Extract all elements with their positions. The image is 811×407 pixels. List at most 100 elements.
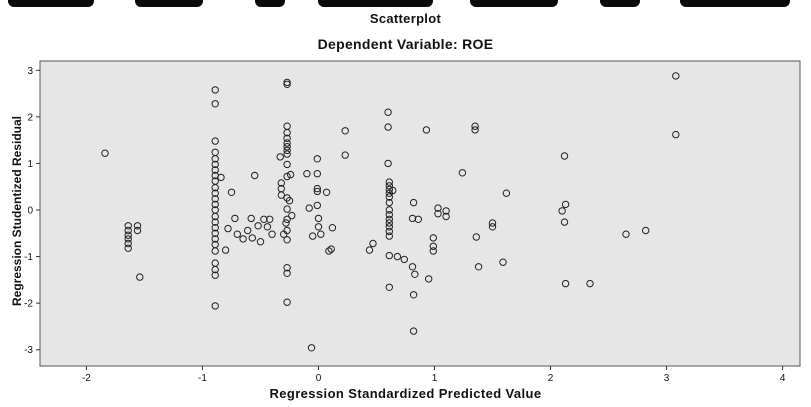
data-point bbox=[314, 223, 323, 231]
data-point bbox=[385, 193, 393, 201]
data-point bbox=[393, 252, 402, 261]
data-point bbox=[622, 230, 630, 238]
data-point bbox=[305, 204, 313, 212]
data-point bbox=[136, 273, 144, 281]
data-point bbox=[488, 219, 497, 227]
data-point bbox=[341, 151, 349, 159]
data-point bbox=[408, 214, 417, 223]
data-point bbox=[283, 172, 291, 181]
data-point bbox=[286, 170, 295, 179]
data-point bbox=[211, 212, 219, 221]
data-point bbox=[211, 302, 219, 310]
data-point bbox=[211, 229, 219, 238]
data-point bbox=[248, 234, 257, 242]
data-point bbox=[283, 194, 291, 202]
data-point bbox=[211, 200, 219, 209]
data-point bbox=[211, 224, 219, 232]
data-point bbox=[283, 298, 291, 306]
y-tick-label: 2 bbox=[27, 112, 33, 123]
data-point bbox=[211, 160, 219, 169]
data-point bbox=[327, 245, 335, 253]
data-point bbox=[283, 134, 291, 143]
y-tick-label: 3 bbox=[27, 66, 33, 77]
data-point bbox=[561, 279, 570, 288]
data-point bbox=[277, 179, 285, 187]
data-point bbox=[322, 188, 331, 197]
data-point bbox=[211, 100, 219, 108]
data-point bbox=[211, 184, 219, 192]
data-point bbox=[561, 200, 570, 209]
x-tick-label: 1 bbox=[432, 373, 438, 384]
data-point bbox=[254, 222, 262, 230]
data-point bbox=[408, 263, 417, 271]
data-point bbox=[411, 270, 419, 278]
data-point bbox=[400, 255, 408, 264]
data-point bbox=[325, 247, 333, 255]
data-point bbox=[283, 205, 291, 213]
data-point bbox=[283, 150, 291, 158]
data-point bbox=[227, 188, 236, 197]
data-point bbox=[266, 215, 274, 224]
data-point bbox=[385, 185, 393, 194]
data-point bbox=[429, 242, 437, 251]
data-point bbox=[313, 170, 321, 178]
data-point bbox=[251, 171, 259, 180]
data-point bbox=[642, 226, 650, 235]
data-point bbox=[385, 283, 393, 291]
x-tick-label: 2 bbox=[548, 373, 554, 384]
data-point bbox=[314, 214, 323, 223]
x-tick-label: 0 bbox=[316, 373, 322, 384]
data-point bbox=[309, 232, 317, 240]
x-tick-label: -2 bbox=[82, 373, 91, 384]
data-point bbox=[488, 223, 497, 231]
data-point bbox=[283, 129, 291, 137]
data-point bbox=[442, 207, 450, 215]
data-point bbox=[288, 211, 296, 220]
data-point bbox=[434, 204, 442, 212]
data-point bbox=[211, 218, 219, 226]
data-point bbox=[211, 247, 219, 255]
y-tick-label: -2 bbox=[24, 299, 33, 310]
chart-subtitle: Dependent Variable: ROE bbox=[317, 36, 494, 52]
data-point bbox=[282, 219, 290, 227]
data-point bbox=[124, 244, 132, 252]
data-point bbox=[268, 230, 276, 238]
data-point bbox=[283, 264, 291, 272]
data-point bbox=[385, 232, 393, 240]
data-points bbox=[101, 72, 680, 352]
data-point bbox=[260, 215, 268, 224]
data-point bbox=[239, 235, 247, 243]
data-point bbox=[414, 215, 422, 224]
data-point bbox=[211, 265, 219, 274]
data-point bbox=[133, 226, 142, 235]
data-point bbox=[586, 279, 594, 288]
data-point bbox=[277, 191, 285, 199]
top-banner-fragment bbox=[0, 0, 811, 7]
data-point bbox=[384, 108, 392, 116]
data-point bbox=[341, 127, 349, 135]
data-point bbox=[221, 246, 230, 254]
y-tick-label: 0 bbox=[27, 206, 33, 217]
data-point bbox=[672, 72, 680, 80]
data-point bbox=[425, 275, 433, 283]
data-point bbox=[434, 210, 442, 218]
chart-title: Scatterplot bbox=[369, 11, 442, 26]
data-point bbox=[283, 215, 291, 224]
data-point bbox=[313, 187, 321, 196]
data-point bbox=[276, 153, 284, 161]
data-point bbox=[133, 222, 142, 230]
data-point bbox=[472, 233, 480, 241]
data-point bbox=[283, 80, 291, 89]
data-point bbox=[385, 206, 393, 214]
data-point bbox=[385, 219, 393, 227]
data-point bbox=[101, 149, 109, 157]
data-point bbox=[502, 189, 511, 197]
data-point bbox=[124, 226, 132, 235]
data-point bbox=[422, 126, 431, 134]
data-point bbox=[124, 231, 132, 239]
data-point bbox=[211, 189, 219, 197]
x-tick-label: -1 bbox=[198, 373, 207, 384]
data-point bbox=[385, 251, 393, 260]
data-point bbox=[560, 152, 569, 160]
data-point bbox=[211, 166, 219, 174]
